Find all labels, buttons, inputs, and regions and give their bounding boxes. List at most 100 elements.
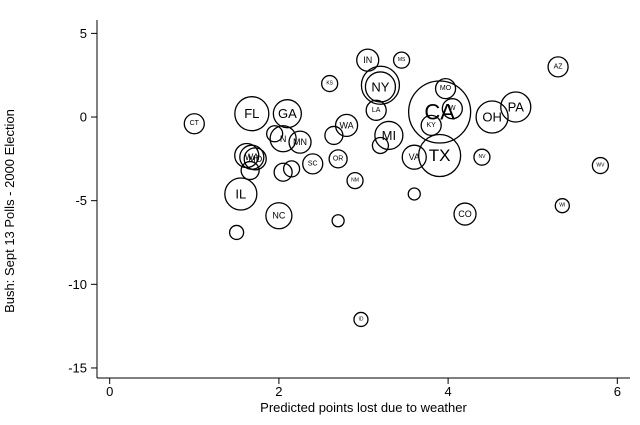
bubble-point: WA [334,113,359,138]
bubble-circle [346,171,364,190]
x-tick-label: 4 [444,384,451,399]
bubble-circle [321,74,339,93]
bubble-point: PA [500,91,532,123]
bubble-point: CT [183,113,205,135]
bubble-label: WA [245,152,259,162]
bubble-circle [360,65,401,105]
bubble-point: VA [401,144,427,170]
bubble-circle [453,202,477,226]
bubble-label: NV [478,154,486,160]
bubble-circle [441,98,463,120]
bubble-point: OR [328,149,348,169]
bubble-point: W [441,98,463,120]
y-tick-label: -15 [68,360,87,375]
bubble-label: MD [248,154,262,164]
bubble-point [324,125,344,146]
bubble-point [240,160,260,181]
bubble-circle [407,187,421,201]
y-tick-label: -5 [75,193,87,208]
bubble-point [331,214,345,228]
bubble-label: LA [372,107,381,114]
bubble-label: CT [190,120,200,127]
bubble-point: MO [434,77,457,100]
bubble-point: NC [265,202,293,230]
bubble-circle [288,130,312,154]
bubble-circle [473,148,491,166]
y-tick-label: 0 [80,110,87,125]
bubble-label: KS [326,81,333,87]
bubble-circle [224,177,258,211]
bubble-circle [417,133,462,178]
y-tick-label: 5 [80,26,87,41]
bubble-label: N [280,134,287,144]
bubble-label: W [449,105,456,112]
bubble-circle [324,125,344,146]
bubble-label: OH [482,110,502,125]
bubble-label: GA [278,106,297,121]
bubble-point: MN [288,130,312,154]
bubble-point: OH [475,100,509,134]
bubble-label: FL [244,106,259,121]
bubble-label: MI [382,128,396,143]
bubble-circle [228,224,245,241]
bubble-point [273,162,293,182]
bubble-label: IL [235,186,246,201]
bubble-point: IL [224,177,258,211]
bubble-point: MD [243,147,267,171]
bubble-circle [331,214,345,228]
bubble-circle [328,149,348,169]
x-tick-label: 6 [614,384,621,399]
bubble-circle [273,162,293,182]
x-tick-label: 0 [106,384,113,399]
bubble-point: KS [321,74,339,93]
bubble-circle [240,160,260,181]
bubble-label: CO [458,209,472,219]
bubble-circle [371,136,390,155]
bubble-circle [475,100,509,134]
bubble-point [228,224,245,241]
y-axis-title: Bush: Sept 13 Polls - 2000 Election [2,109,17,313]
x-axis-title: Predicted points lost due to weather [260,400,467,415]
bubble-label: VA [409,152,420,162]
bubble-label: NM [351,178,359,184]
bubble-circle [334,113,359,138]
bubble-point: FL [234,96,270,132]
bubble-point [371,136,390,155]
bubble-point: AZ [547,56,569,78]
bubble-point: SC [302,153,324,175]
bubble-label: ID [358,316,363,322]
bubble-label: WV [596,163,605,169]
bubble-point [407,187,421,201]
bubble-circle [554,198,570,214]
bubble-label: IN [363,55,372,65]
bubble-point: WI [554,198,570,214]
y-tick-label: -10 [68,277,87,292]
bubble-point: WV [591,156,610,175]
bubble-point: NV [473,148,491,166]
bubble-circle [272,99,303,129]
bubble-circle [243,147,267,171]
bubble-label: SC [308,160,318,167]
x-tick-label: 2 [275,384,282,399]
bubble-point: LA [365,99,387,121]
bubble-point [360,65,401,105]
bubble-label: MN [293,137,307,147]
bubble-point: CO [453,202,477,226]
bubble-circle [269,125,297,153]
bubble-label: MS [398,57,406,63]
bubble-point: ID [353,311,369,328]
bubble-point: NY [364,71,397,103]
bubble-circle [282,160,301,178]
bubble-point: TX [417,133,462,178]
bubble-point: IN [356,48,380,72]
bubble-label: AZ [554,63,564,70]
bubble-point [266,125,284,143]
bubble-circle [365,99,387,121]
bubble-label: WA [339,120,353,130]
bubble-circle [353,311,369,328]
bubble-circle [302,153,324,175]
bubble-circle [591,156,610,175]
bubble-circle [265,202,293,230]
